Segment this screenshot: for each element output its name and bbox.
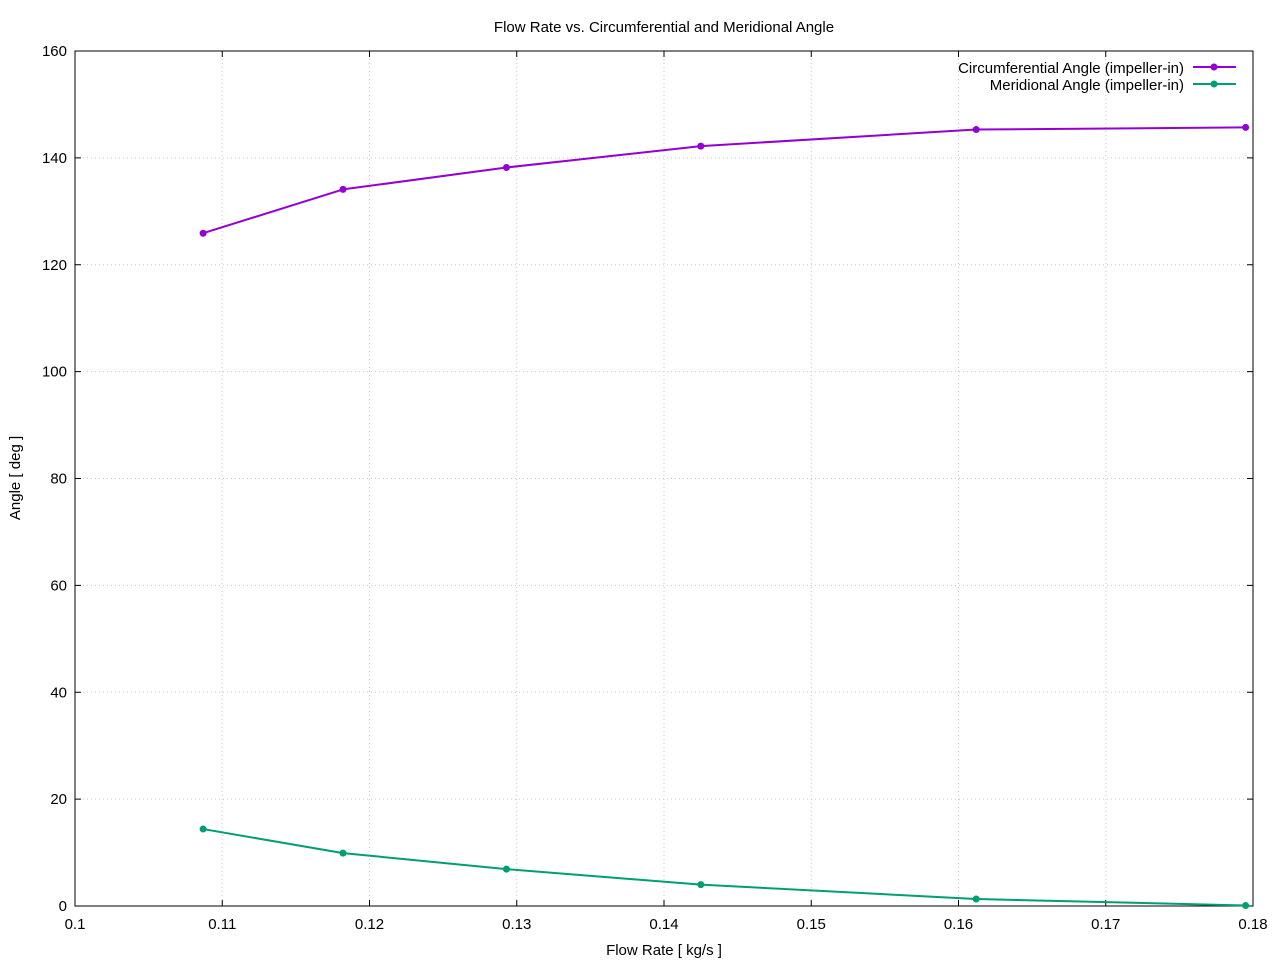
x-tick-label: 0.18 bbox=[1238, 916, 1267, 933]
data-point-meridional bbox=[339, 849, 347, 857]
data-point-meridional bbox=[1242, 901, 1250, 909]
legend-label-circumferential: Circumferential Angle (impeller-in) bbox=[958, 60, 1184, 77]
legend-marker-circumferential bbox=[1210, 63, 1218, 71]
x-tick-label: 0.14 bbox=[649, 916, 678, 933]
data-point-meridional bbox=[502, 865, 510, 873]
series-layer bbox=[199, 123, 1250, 909]
x-tick-label: 0.1 bbox=[65, 916, 86, 933]
y-tick-label: 100 bbox=[42, 364, 67, 381]
axis-tick-labels: 0.1 0.11 0.12 0.13 0.14 0.15 0.16 0.17 0.18 0 20 40… bbox=[42, 43, 1268, 933]
y-tick-label: 140 bbox=[42, 150, 67, 167]
x-axis-title: Flow Rate [ kg/s ] bbox=[606, 942, 722, 959]
data-point-circumferential bbox=[697, 142, 705, 150]
data-point-meridional bbox=[697, 881, 705, 889]
data-point-meridional bbox=[972, 895, 980, 903]
series-line-meridional bbox=[202, 828, 1246, 907]
legend-label-meridional: Meridional Angle (impeller-in) bbox=[990, 77, 1184, 94]
x-tick-label: 0.12 bbox=[355, 916, 384, 933]
data-point-circumferential bbox=[199, 229, 207, 237]
grid bbox=[75, 51, 1253, 906]
y-tick-label: 60 bbox=[50, 577, 67, 594]
y-tick-label: 40 bbox=[50, 684, 67, 701]
x-tick-label: 0.13 bbox=[502, 916, 531, 933]
series-line-circumferential bbox=[202, 126, 1246, 235]
data-point-circumferential bbox=[502, 163, 510, 171]
x-tick-label: 0.11 bbox=[208, 916, 236, 933]
y-tick-label: 20 bbox=[50, 791, 67, 808]
y-tick-label: 160 bbox=[42, 43, 67, 60]
x-tick-label: 0.15 bbox=[797, 916, 826, 933]
y-axis-title: Angle [ deg ] bbox=[7, 436, 24, 520]
data-point-circumferential bbox=[972, 126, 980, 134]
y-tick-label: 80 bbox=[50, 471, 67, 488]
data-point-circumferential bbox=[339, 185, 347, 193]
data-point-circumferential bbox=[1242, 123, 1250, 131]
x-tick-label: 0.16 bbox=[944, 916, 973, 933]
y-tick-label: 120 bbox=[42, 257, 67, 274]
data-point-meridional bbox=[199, 825, 207, 833]
legend-marker-meridional bbox=[1210, 80, 1218, 88]
chart-title: Flow Rate vs. Circumferential and Meridi… bbox=[494, 19, 834, 36]
legend: Circumferential Angle (impeller-in) Meri… bbox=[958, 60, 1236, 94]
y-tick-label: 0 bbox=[59, 898, 67, 915]
x-tick-label: 0.17 bbox=[1091, 916, 1120, 933]
